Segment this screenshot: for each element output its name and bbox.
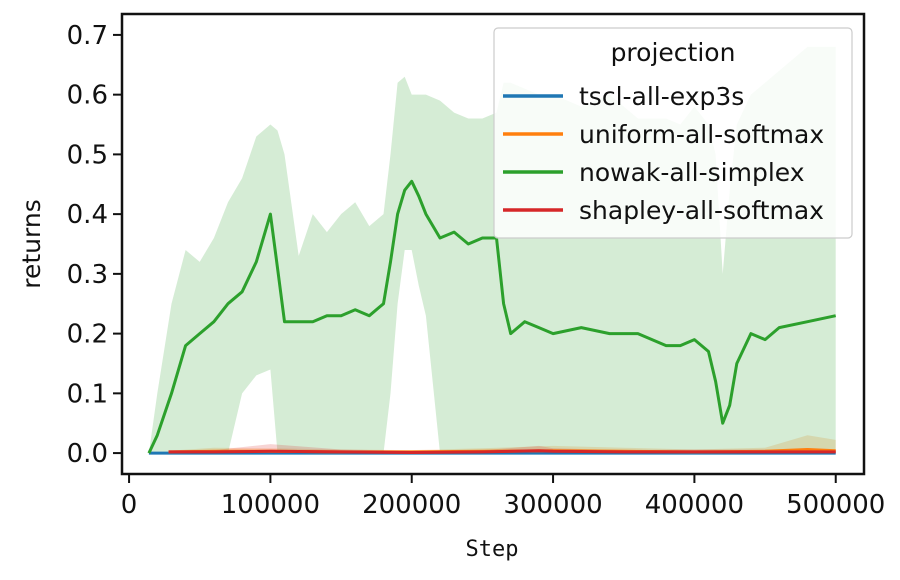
legend-label: nowak-all-simplex — [579, 158, 805, 187]
legend-label: tscl-all-exp3s — [579, 82, 744, 111]
x-tick-label: 200000 — [362, 490, 461, 520]
y-tick-label: 0.3 — [67, 260, 108, 290]
y-tick-label: 0.0 — [67, 439, 108, 469]
plot-frame — [120, 12, 866, 476]
x-tick-label: 0 — [121, 490, 138, 520]
legend-label: uniform-all-softmax — [579, 120, 824, 149]
y-tick-label: 0.1 — [67, 379, 108, 409]
series-lines — [147, 179, 837, 455]
y-axis-ticks: 0.0 0.1 0.2 0.3 0.4 0.5 0.6 0.7 — [67, 21, 122, 469]
y-tick-label: 0.6 — [67, 81, 108, 111]
x-axis-label: Step — [466, 537, 519, 562]
line-shapley-all-softmax — [168, 449, 836, 454]
legend-label: shapley-all-softmax — [579, 196, 824, 225]
legend: projection tscl-all-exp3s uniform-all-sof… — [493, 27, 853, 239]
x-tick-label: 100000 — [221, 490, 320, 520]
x-tick-label: 300000 — [503, 490, 602, 520]
x-tick-label: 400000 — [645, 490, 744, 520]
y-tick-label: 0.4 — [67, 200, 108, 230]
legend-title: projection — [611, 38, 736, 67]
y-tick-label: 0.2 — [67, 320, 108, 350]
y-axis-label: returns — [17, 199, 46, 288]
x-tick-label: 500000 — [786, 490, 885, 520]
y-tick-label: 0.7 — [67, 21, 108, 51]
legend-items: tscl-all-exp3s uniform-all-softmax nowak-a… — [503, 82, 824, 225]
line-nowak-all-simplex — [147, 179, 837, 454]
x-axis-ticks: 0 100000 200000 300000 400000 500000 — [121, 474, 885, 520]
legend-box — [493, 27, 853, 239]
y-tick-label: 0.5 — [67, 140, 108, 170]
